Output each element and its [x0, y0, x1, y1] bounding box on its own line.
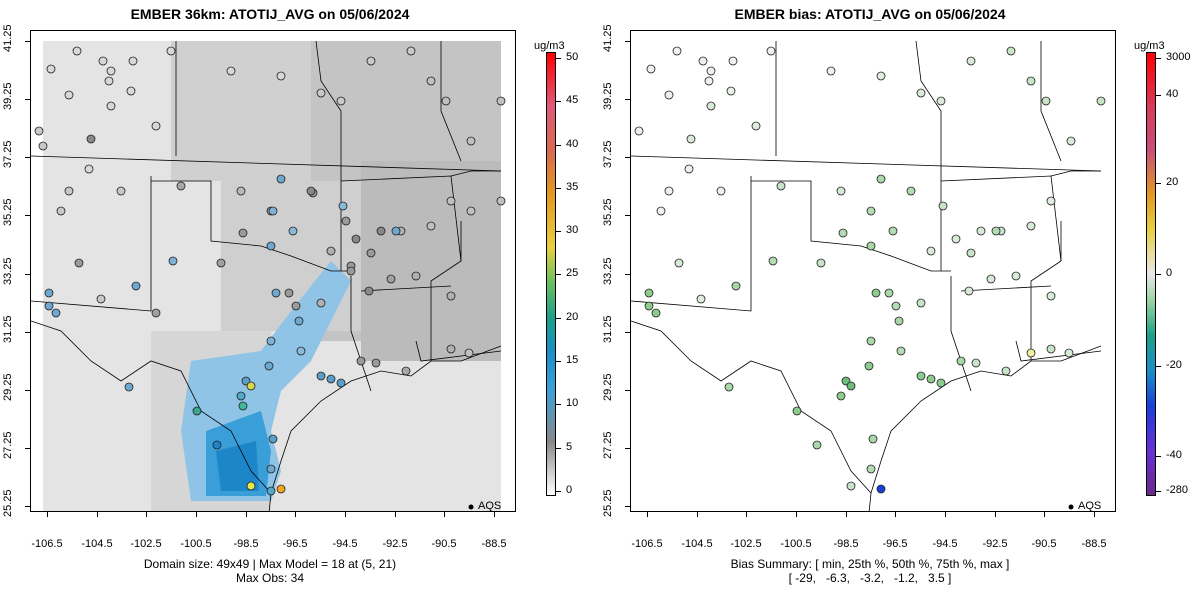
colorbar-label: 35 [566, 181, 579, 193]
y-tick-label: 27.25 [602, 431, 614, 459]
y-tick-label: 25.25 [2, 489, 14, 517]
x-tick-label: -100.5 [780, 538, 812, 550]
colorbar-label: 20 [566, 311, 579, 323]
colorbar-label: 3000 [1166, 51, 1191, 63]
x-tick-label: -92.5 [382, 538, 408, 550]
y-tick-label: 25.25 [602, 489, 614, 517]
model-map [30, 30, 516, 512]
bias-panel-title: EMBER bias: ATOTIJ_AVG on 05/06/2024 [734, 6, 1006, 22]
model-panel-title: EMBER 36km: ATOTIJ_AVG on 05/06/2024 [130, 6, 410, 22]
colorbar-label: 5 [566, 441, 573, 453]
x-tick-label: -98.5 [233, 538, 259, 550]
colorbar-label: -20 [1166, 359, 1182, 371]
x-tick-label: -90.5 [431, 538, 457, 550]
x-tick-label: -94.5 [932, 538, 958, 550]
y-tick-label: 35.25 [602, 198, 614, 226]
colorbar-label: 25 [566, 267, 579, 279]
model-colorbar [546, 52, 556, 496]
aqs-legend: AQS [1078, 500, 1102, 512]
colorbar-unit: ug/m3 [1134, 40, 1165, 52]
colorbar-label: 0 [1166, 267, 1173, 279]
x-tick-label: -98.5 [833, 538, 859, 550]
y-tick-label: 29.25 [2, 373, 14, 401]
y-tick-label: 33.25 [2, 257, 14, 285]
bias-panel: EMBER bias: ATOTIJ_AVG on 05/06/2024 41.… [600, 0, 1200, 600]
y-tick-label: 31.25 [602, 315, 614, 343]
colorbar-label: 30 [566, 224, 579, 236]
x-tick-label: -100.5 [180, 538, 212, 550]
y-tick-label: 41.25 [602, 24, 614, 52]
x-tick-label: -102.5 [130, 538, 162, 550]
x-tick-label: -106.5 [631, 538, 663, 550]
colorbar-label: -40 [1166, 449, 1182, 461]
model-map-svg [31, 31, 515, 511]
bias-map [630, 30, 1116, 512]
y-tick-label: 33.25 [602, 257, 614, 285]
x-tick-label: -104.5 [681, 538, 713, 550]
y-tick-label: 37.25 [602, 140, 614, 168]
y-tick-label: 41.25 [2, 24, 14, 52]
x-tick-label: -94.5 [332, 538, 358, 550]
bias-colorbar [1146, 52, 1156, 496]
y-tick-label: 31.25 [2, 315, 14, 343]
x-tick-label: -92.5 [982, 538, 1008, 550]
aqs-bias-markers [634, 46, 1106, 494]
x-tick-label: -96.5 [282, 538, 308, 550]
colorbar-label: 10 [566, 397, 579, 409]
y-tick-label: 35.25 [2, 198, 14, 226]
x-tick-label: -88.5 [481, 538, 507, 550]
bias-summary-values: [ -29, -6.3, -3.2, -1.2, 3.5 ] [788, 571, 952, 585]
aqs-legend: AQS [478, 500, 502, 512]
colorbar-label: 20 [1166, 176, 1179, 188]
colorbar-label: 50 [566, 51, 579, 63]
colorbar-unit: ug/m3 [534, 40, 565, 52]
y-tick-label: 39.25 [602, 82, 614, 110]
colorbar-label: 15 [566, 354, 579, 366]
colorbar-label: 45 [566, 94, 579, 106]
x-tick-label: -90.5 [1031, 538, 1057, 550]
x-tick-label: -106.5 [31, 538, 63, 550]
colorbar-label: 0 [566, 484, 573, 496]
y-tick-label: 37.25 [2, 140, 14, 168]
colorbar-label: 40 [566, 138, 579, 150]
model-panel: EMBER 36km: ATOTIJ_AVG on 05/06/2024 41.… [2, 6, 579, 585]
model-footer-domain: Domain size: 49x49 | Max Model = 18 at (… [143, 557, 397, 571]
x-tick-label: -104.5 [81, 538, 113, 550]
y-tick-label: 39.25 [2, 82, 14, 110]
bias-summary-header: Bias Summary: [ min, 25th %, 50th %, 75t… [730, 557, 1010, 571]
aqs-site-markers [34, 46, 506, 496]
y-tick-label: 29.25 [602, 373, 614, 401]
x-tick-label: -102.5 [730, 538, 762, 550]
x-tick-label: -88.5 [1081, 538, 1107, 550]
colorbar-label: 40 [1166, 88, 1179, 100]
colorbar-label: -280 [1166, 484, 1189, 496]
y-tick-label: 27.25 [2, 431, 14, 459]
x-tick-label: -96.5 [882, 538, 908, 550]
bias-map-svg [631, 31, 1115, 511]
model-footer-maxobs: Max Obs: 34 [235, 571, 305, 585]
